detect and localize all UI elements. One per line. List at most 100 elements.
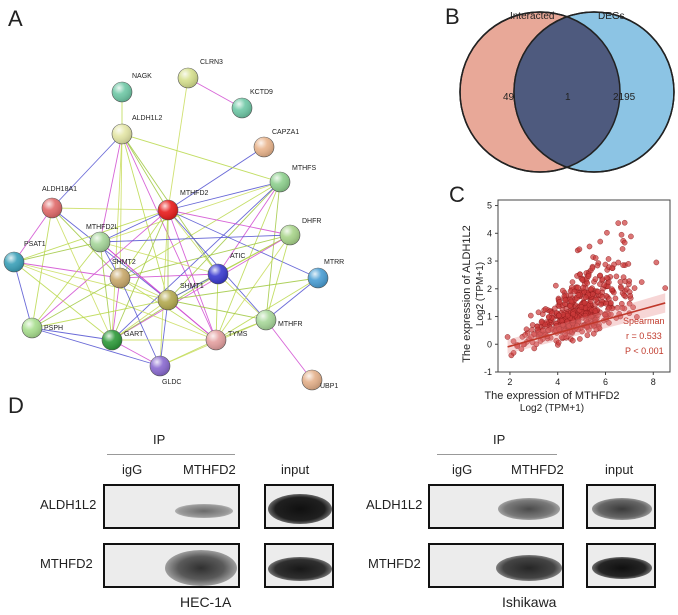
network-edge-mthfd2-atic <box>167 209 219 275</box>
scatter-points <box>504 219 669 359</box>
scatter-point <box>549 310 555 317</box>
scatter-point <box>603 300 609 307</box>
network-label-tyms: TYMS <box>228 331 248 338</box>
network-edge-atic-mthfr <box>217 273 267 321</box>
x-axis-title: The expression of MTHFD2 <box>484 390 619 402</box>
scatter-point <box>575 292 582 298</box>
scatter-point <box>538 319 545 326</box>
network-edge-mthfs-mthfr <box>265 181 281 321</box>
scatter-point <box>589 291 596 297</box>
scatter-point <box>606 320 612 326</box>
scatter-point <box>606 305 612 311</box>
x-tick-label-1: 4 <box>555 377 560 387</box>
network-edge-mthfs-atic <box>217 181 281 275</box>
scatter-point <box>631 285 638 291</box>
network-edge-mtrr-tyms <box>215 277 319 341</box>
scatter-point <box>630 304 636 311</box>
network-edge-psat1-shmt2 <box>13 261 121 279</box>
scatter-point <box>569 279 576 285</box>
scatter-point <box>614 304 621 311</box>
x-tick-label-2: 6 <box>603 377 608 387</box>
network-label-aldh1l2: ALDH1L2 <box>132 115 162 122</box>
network-edge-psat1-tyms <box>13 261 217 341</box>
scatter-point <box>608 300 614 306</box>
venn-right-count: 2195 <box>613 92 636 103</box>
network-edge-shmt2-gart <box>111 277 121 341</box>
scatter-point <box>577 271 583 278</box>
scatter-point <box>602 261 609 268</box>
network-edge-aldh1l2-mthfs <box>121 133 281 183</box>
scatter-point <box>542 306 549 312</box>
network-edge-mthfd2-mtrr <box>167 209 319 279</box>
protein-interaction-network: NAGK CLRN3 KCTD9 ALDH1L2 CAPZA1 MTHFS ALDH18A1… <box>3 59 344 391</box>
scatter-point <box>619 246 626 252</box>
scatter-point <box>597 238 604 245</box>
network-edge-shmt1-psph <box>31 299 169 329</box>
scatter-point <box>626 281 632 288</box>
network-edge-aldh18a1-psph <box>31 207 53 329</box>
network-node-mthfd2l: MTHFD2L <box>86 224 118 253</box>
mthfd2-ip-label-left: MTHFD2 <box>183 462 236 477</box>
network-node-aldh18a1: ALDH18A1 <box>41 186 77 219</box>
blot-ip-aldh1l2-ishikawa <box>428 484 564 529</box>
scatter-point <box>617 279 624 285</box>
network-edge-mthfd2-gart <box>111 209 169 341</box>
scatter-point <box>510 338 517 345</box>
regression-line <box>507 302 666 348</box>
scatter-point <box>594 262 601 269</box>
network-edge-mthfd2-dhfr <box>167 209 291 236</box>
network-edge-mthfd2l-gart <box>99 241 113 341</box>
scatter-point <box>562 297 569 303</box>
scatter-point <box>581 300 588 306</box>
scatter-point <box>535 309 542 316</box>
network-node-clrn3: CLRN3 <box>177 59 223 89</box>
network-edge-shmt1-gldc <box>159 299 169 367</box>
scatter-point <box>555 339 562 346</box>
network-edge-mthfr-ubp1 <box>265 319 313 381</box>
network-edge-mthfd2-psph <box>31 209 169 329</box>
network-label-clrn3: CLRN3 <box>200 59 223 66</box>
scatter-point <box>615 220 622 226</box>
scatter-plot: 2 4 6 8 -1 0 1 2 3 4 5 The expression of MTHFD2 Lo… <box>461 199 671 414</box>
network-edge-shmt1-mthfr <box>167 299 267 321</box>
panel-label-d: D <box>8 393 24 418</box>
mthfd2-ip-label-right: MTHFD2 <box>511 462 564 477</box>
scatter-point <box>615 259 622 266</box>
scatter-point <box>569 337 576 344</box>
network-edge-mthfd2-mthfd2l <box>99 209 169 243</box>
network-edge-mthfd2l-atic <box>99 241 219 275</box>
scatter-point <box>609 286 615 293</box>
scatter-point <box>564 318 570 325</box>
scatter-point <box>504 334 511 340</box>
network-label-mthfs: MTHFS <box>292 165 316 172</box>
network-edge-capza1-mthfd2 <box>167 146 265 211</box>
network-node-gldc: GLDC <box>149 355 181 386</box>
network-label-capza1: CAPZA1 <box>272 129 299 136</box>
scatter-point <box>592 255 599 261</box>
network-label-kctd9: KCTD9 <box>250 89 273 96</box>
network-edge-aldh1l2-gart <box>111 133 123 341</box>
scatter-point <box>576 246 583 253</box>
network-label-dhfr: DHFR <box>302 218 321 225</box>
network-label-ubp1: UBP1 <box>320 383 338 390</box>
network-node-capza1: CAPZA1 <box>253 129 299 158</box>
scatter-point <box>653 259 660 266</box>
network-edge-psat1-gart <box>13 261 113 341</box>
row-label-aldh1l2-left: ALDH1L2 <box>40 497 97 512</box>
scatter-point <box>618 285 624 292</box>
x-tick-label-0: 2 <box>507 377 512 387</box>
scatter-point <box>595 288 601 295</box>
blot-ip-mthfd2-ishikawa <box>428 543 564 588</box>
blot-ip-mthfd2-hec1a <box>103 543 240 588</box>
network-edge-mthfs-tyms <box>215 181 281 341</box>
cell-line-ishikawa: Ishikawa <box>502 594 557 610</box>
ip-line-right <box>437 454 557 455</box>
scatter-point <box>528 312 534 319</box>
network-edge-mthfd2-shmt2 <box>119 209 169 279</box>
scatter-point <box>621 219 628 226</box>
network-node-kctd9: KCTD9 <box>231 89 273 119</box>
network-node-ubp1: UBP1 <box>301 369 338 391</box>
network-edge-mthfs-shmt1 <box>167 181 281 301</box>
network-label-atic: ATIC <box>230 253 245 260</box>
scatter-point <box>592 276 599 282</box>
